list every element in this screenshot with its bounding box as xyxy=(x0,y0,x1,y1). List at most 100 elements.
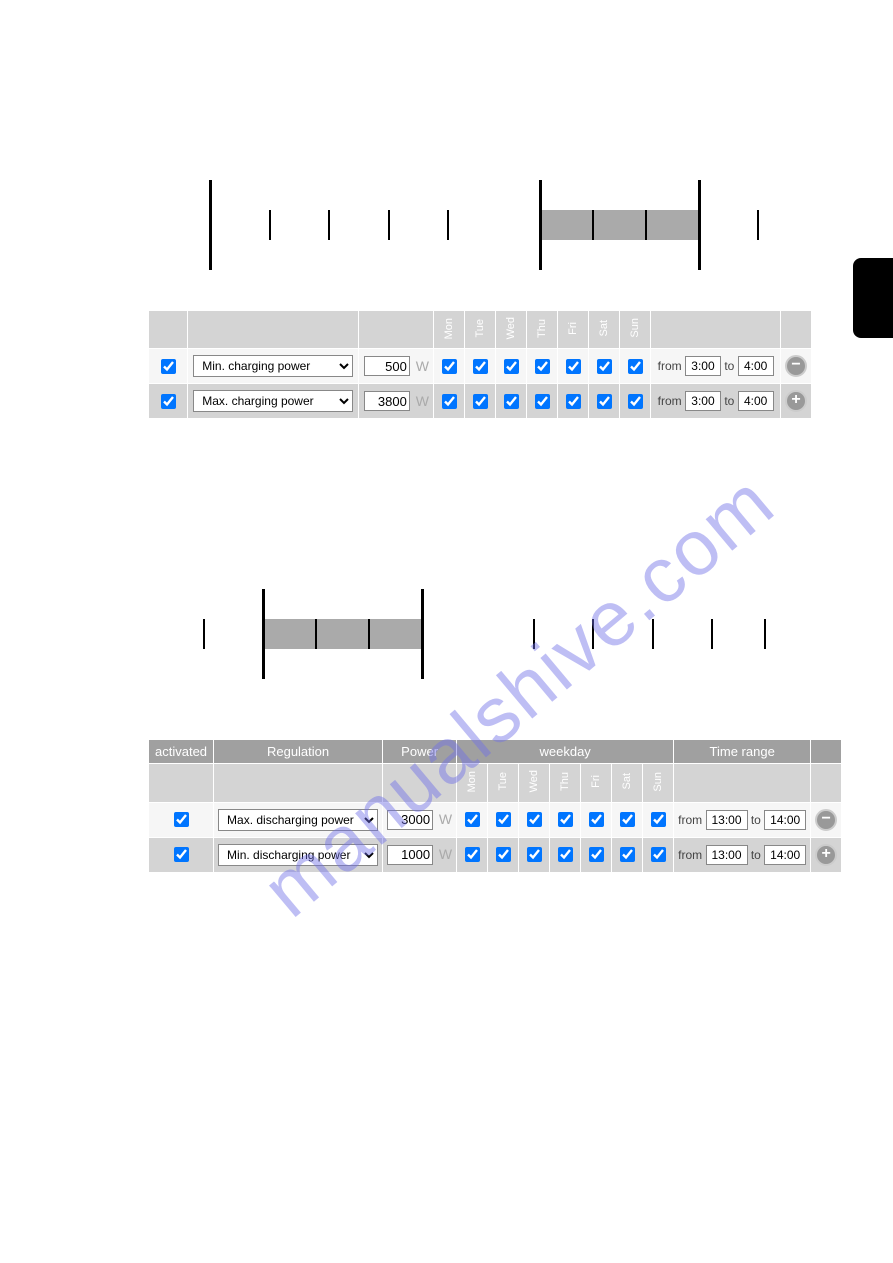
side-tab xyxy=(853,258,893,338)
timeline-tick xyxy=(203,619,205,649)
to-label: to xyxy=(748,848,765,862)
day-checkbox[interactable] xyxy=(566,394,581,409)
timeline-tick xyxy=(447,210,449,240)
day-label: Tue xyxy=(474,319,486,338)
day-label: Fri xyxy=(590,775,602,788)
day-checkbox[interactable] xyxy=(628,359,643,374)
regulation-select[interactable]: Min. charging power xyxy=(193,355,353,377)
day-checkbox[interactable] xyxy=(442,394,457,409)
day-label: Mon xyxy=(443,318,455,339)
timeline-tick xyxy=(592,210,594,240)
from-label: from xyxy=(658,394,685,408)
unit-label: W xyxy=(433,846,452,862)
header-regulation: Regulation xyxy=(214,740,382,763)
day-checkbox[interactable] xyxy=(442,359,457,374)
to-label: to xyxy=(748,813,765,827)
timeline-tick xyxy=(209,180,212,270)
timeline-tick xyxy=(368,619,370,649)
regulation-select[interactable]: Min. discharging power xyxy=(218,844,378,866)
header-timerange: Time range xyxy=(674,740,810,763)
time-from-input[interactable] xyxy=(706,810,748,830)
time-from-input[interactable] xyxy=(706,845,748,865)
day-checkbox[interactable] xyxy=(527,847,542,862)
schedule-table-2: activated Regulation Power weekday Time … xyxy=(148,739,842,872)
timeline-tick xyxy=(533,619,535,649)
day-label: Fri xyxy=(567,322,579,335)
power-input[interactable] xyxy=(364,356,410,376)
from-label: from xyxy=(678,848,705,862)
day-checkbox[interactable] xyxy=(620,812,635,827)
day-checkbox[interactable] xyxy=(473,359,488,374)
power-input[interactable] xyxy=(364,391,410,411)
timeline-tick xyxy=(315,619,317,649)
timeline-tick xyxy=(388,210,390,240)
timeline-band xyxy=(262,619,420,649)
day-checkbox[interactable] xyxy=(465,847,480,862)
table1-day-header-row: Mon Tue Wed Thu Fri Sat Sun xyxy=(149,311,811,348)
day-checkbox[interactable] xyxy=(496,847,511,862)
header-power: Power xyxy=(383,740,456,763)
day-checkbox[interactable] xyxy=(597,359,612,374)
timeline-tick xyxy=(764,619,766,649)
timeline-tick xyxy=(421,589,424,679)
table-row: Min. discharging power Wfrom to + xyxy=(149,838,841,872)
day-label: Sun xyxy=(652,772,664,792)
activated-checkbox[interactable] xyxy=(174,847,189,862)
activated-checkbox[interactable] xyxy=(174,812,189,827)
time-from-input[interactable] xyxy=(685,356,721,376)
day-checkbox[interactable] xyxy=(558,847,573,862)
timeline-tick xyxy=(645,210,647,240)
day-checkbox[interactable] xyxy=(473,394,488,409)
activated-checkbox[interactable] xyxy=(161,359,176,374)
table-row: Max. discharging power Wfrom to − xyxy=(149,803,841,837)
day-label: Thu xyxy=(536,319,548,338)
table2-day-header-row: Mon Tue Wed Thu Fri Sat Sun xyxy=(149,764,841,801)
day-checkbox[interactable] xyxy=(558,812,573,827)
day-checkbox[interactable] xyxy=(566,359,581,374)
time-to-input[interactable] xyxy=(764,810,806,830)
day-checkbox[interactable] xyxy=(535,394,550,409)
day-label: Tue xyxy=(497,772,509,791)
table-row: Min. charging power Wfrom to − xyxy=(149,349,811,383)
regulation-select[interactable]: Max. discharging power xyxy=(218,809,378,831)
day-checkbox[interactable] xyxy=(589,847,604,862)
timeline-tick xyxy=(652,619,654,649)
day-checkbox[interactable] xyxy=(651,847,666,862)
unit-label: W xyxy=(433,811,452,827)
power-input[interactable] xyxy=(387,810,433,830)
day-checkbox[interactable] xyxy=(465,812,480,827)
day-checkbox[interactable] xyxy=(527,812,542,827)
add-row-button[interactable]: + xyxy=(785,390,807,412)
from-label: from xyxy=(658,359,685,373)
time-to-input[interactable] xyxy=(738,356,774,376)
day-checkbox[interactable] xyxy=(504,394,519,409)
timeline-tick xyxy=(539,180,542,270)
add-row-button[interactable]: + xyxy=(815,844,837,866)
day-checkbox[interactable] xyxy=(597,394,612,409)
day-checkbox[interactable] xyxy=(628,394,643,409)
remove-row-button[interactable]: − xyxy=(785,355,807,377)
time-to-input[interactable] xyxy=(764,845,806,865)
schedule-table-1: Mon Tue Wed Thu Fri Sat Sun Min. chargin… xyxy=(148,310,812,419)
table2-header-row: activated Regulation Power weekday Time … xyxy=(149,740,841,763)
day-checkbox[interactable] xyxy=(504,359,519,374)
regulation-select[interactable]: Max. charging power xyxy=(193,390,353,412)
timeline-tick xyxy=(269,210,271,240)
day-label: Mon xyxy=(466,771,478,792)
timeline-chart-1 xyxy=(150,180,810,270)
time-to-input[interactable] xyxy=(738,391,774,411)
header-activated: activated xyxy=(149,740,213,763)
power-input[interactable] xyxy=(387,845,433,865)
remove-row-button[interactable]: − xyxy=(815,809,837,831)
day-checkbox[interactable] xyxy=(651,812,666,827)
header-weekday: weekday xyxy=(457,740,673,763)
time-from-input[interactable] xyxy=(685,391,721,411)
day-checkbox[interactable] xyxy=(620,847,635,862)
timeline-band xyxy=(539,210,697,240)
day-checkbox[interactable] xyxy=(496,812,511,827)
timeline-tick xyxy=(262,589,265,679)
activated-checkbox[interactable] xyxy=(161,394,176,409)
day-checkbox[interactable] xyxy=(589,812,604,827)
timeline-tick xyxy=(711,619,713,649)
day-checkbox[interactable] xyxy=(535,359,550,374)
